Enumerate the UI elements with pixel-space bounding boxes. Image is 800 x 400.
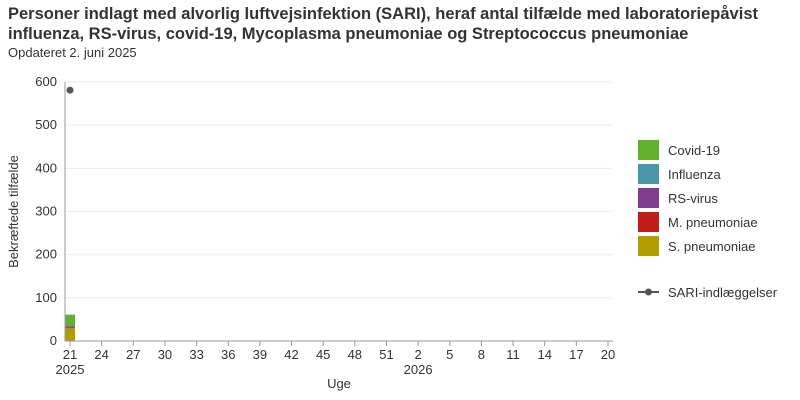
x-tick-label: 17 — [569, 347, 583, 362]
legend-swatch-m-pneumoniae — [638, 212, 659, 232]
x-tick-label: 2 — [415, 347, 422, 362]
chart-title-line-1: Personer indlagt med alvorlig luftvejsin… — [8, 5, 758, 23]
legend-swatch-covid-19 — [638, 140, 659, 160]
axes: 0 100 200 300 400 500 600 21 24 27 30 33 36 39 42 45 48 5… — [6, 74, 615, 391]
x-tick-label: 21 — [63, 347, 77, 362]
legend-label-covid-19: Covid-19 — [668, 143, 720, 158]
x-tick-label: 27 — [126, 347, 140, 362]
y-tick-label: 300 — [35, 204, 57, 219]
sari-line-layer — [66, 86, 74, 94]
x-tick-label: 14 — [537, 347, 551, 362]
legend-swatch-s-pneumoniae — [638, 236, 659, 256]
x-tick-label: 24 — [94, 347, 108, 362]
legend-swatch-influenza — [638, 164, 659, 184]
bar-covid-19 — [65, 314, 75, 326]
y-tick-label: 400 — [35, 160, 57, 175]
x-tick-label: 48 — [348, 347, 362, 362]
bar-s-pneumoniae — [65, 328, 75, 341]
legend-label-rs-virus: RS-virus — [668, 191, 718, 206]
legend-label-s-pneumoniae: S. pneumoniae — [668, 239, 755, 254]
x-tick-label: 20 — [601, 347, 615, 362]
x-tick-label: 36 — [221, 347, 235, 362]
y-tick-label: 200 — [35, 247, 57, 262]
x-tick-label: 30 — [158, 347, 172, 362]
year-label: 2026 — [404, 362, 433, 377]
y-axis-title: Bekræftede tilfælde — [6, 155, 21, 268]
y-tick-label: 100 — [35, 290, 57, 305]
legend: Covid-19 Influenza RS-virus M. pneumoniae S.… — [638, 140, 778, 300]
x-tick-label: 39 — [253, 347, 267, 362]
y-tick-label: 0 — [50, 333, 57, 348]
x-tick-label: 51 — [379, 347, 393, 362]
x-tick-label: 45 — [316, 347, 330, 362]
x-tick-label: 42 — [284, 347, 298, 362]
legend-label-m-pneumoniae: M. pneumoniae — [668, 215, 758, 230]
chart-title-line-2: influenza, RS-virus, covid-19, Mycoplasm… — [8, 25, 689, 43]
bar-influenza — [65, 325, 75, 327]
legend-label-influenza: Influenza — [668, 167, 722, 182]
legend-label-sari-indl-ggelser: SARI-indlæggelser — [668, 285, 778, 300]
x-tick-label: 11 — [506, 347, 520, 362]
bar-layer — [65, 314, 75, 341]
bar-rs-virus — [65, 326, 75, 328]
y-tick-label: 600 — [35, 74, 57, 89]
sari-point — [66, 86, 74, 94]
year-label: 2025 — [56, 362, 85, 377]
x-tick-label: 8 — [478, 347, 485, 362]
x-axis-title: Uge — [327, 376, 351, 391]
x-tick-label: 5 — [446, 347, 453, 362]
chart-title: Personer indlagt med alvorlig luftvejsin… — [8, 4, 792, 44]
legend-marker-sari-indl-ggelser — [645, 288, 652, 296]
legend-swatch-rs-virus — [638, 188, 659, 208]
y-tick-label: 500 — [35, 117, 57, 132]
gridlines — [65, 81, 613, 299]
chart-subtitle: Opdateret 2. juni 2025 — [8, 45, 137, 60]
x-tick-label: 33 — [189, 347, 203, 362]
